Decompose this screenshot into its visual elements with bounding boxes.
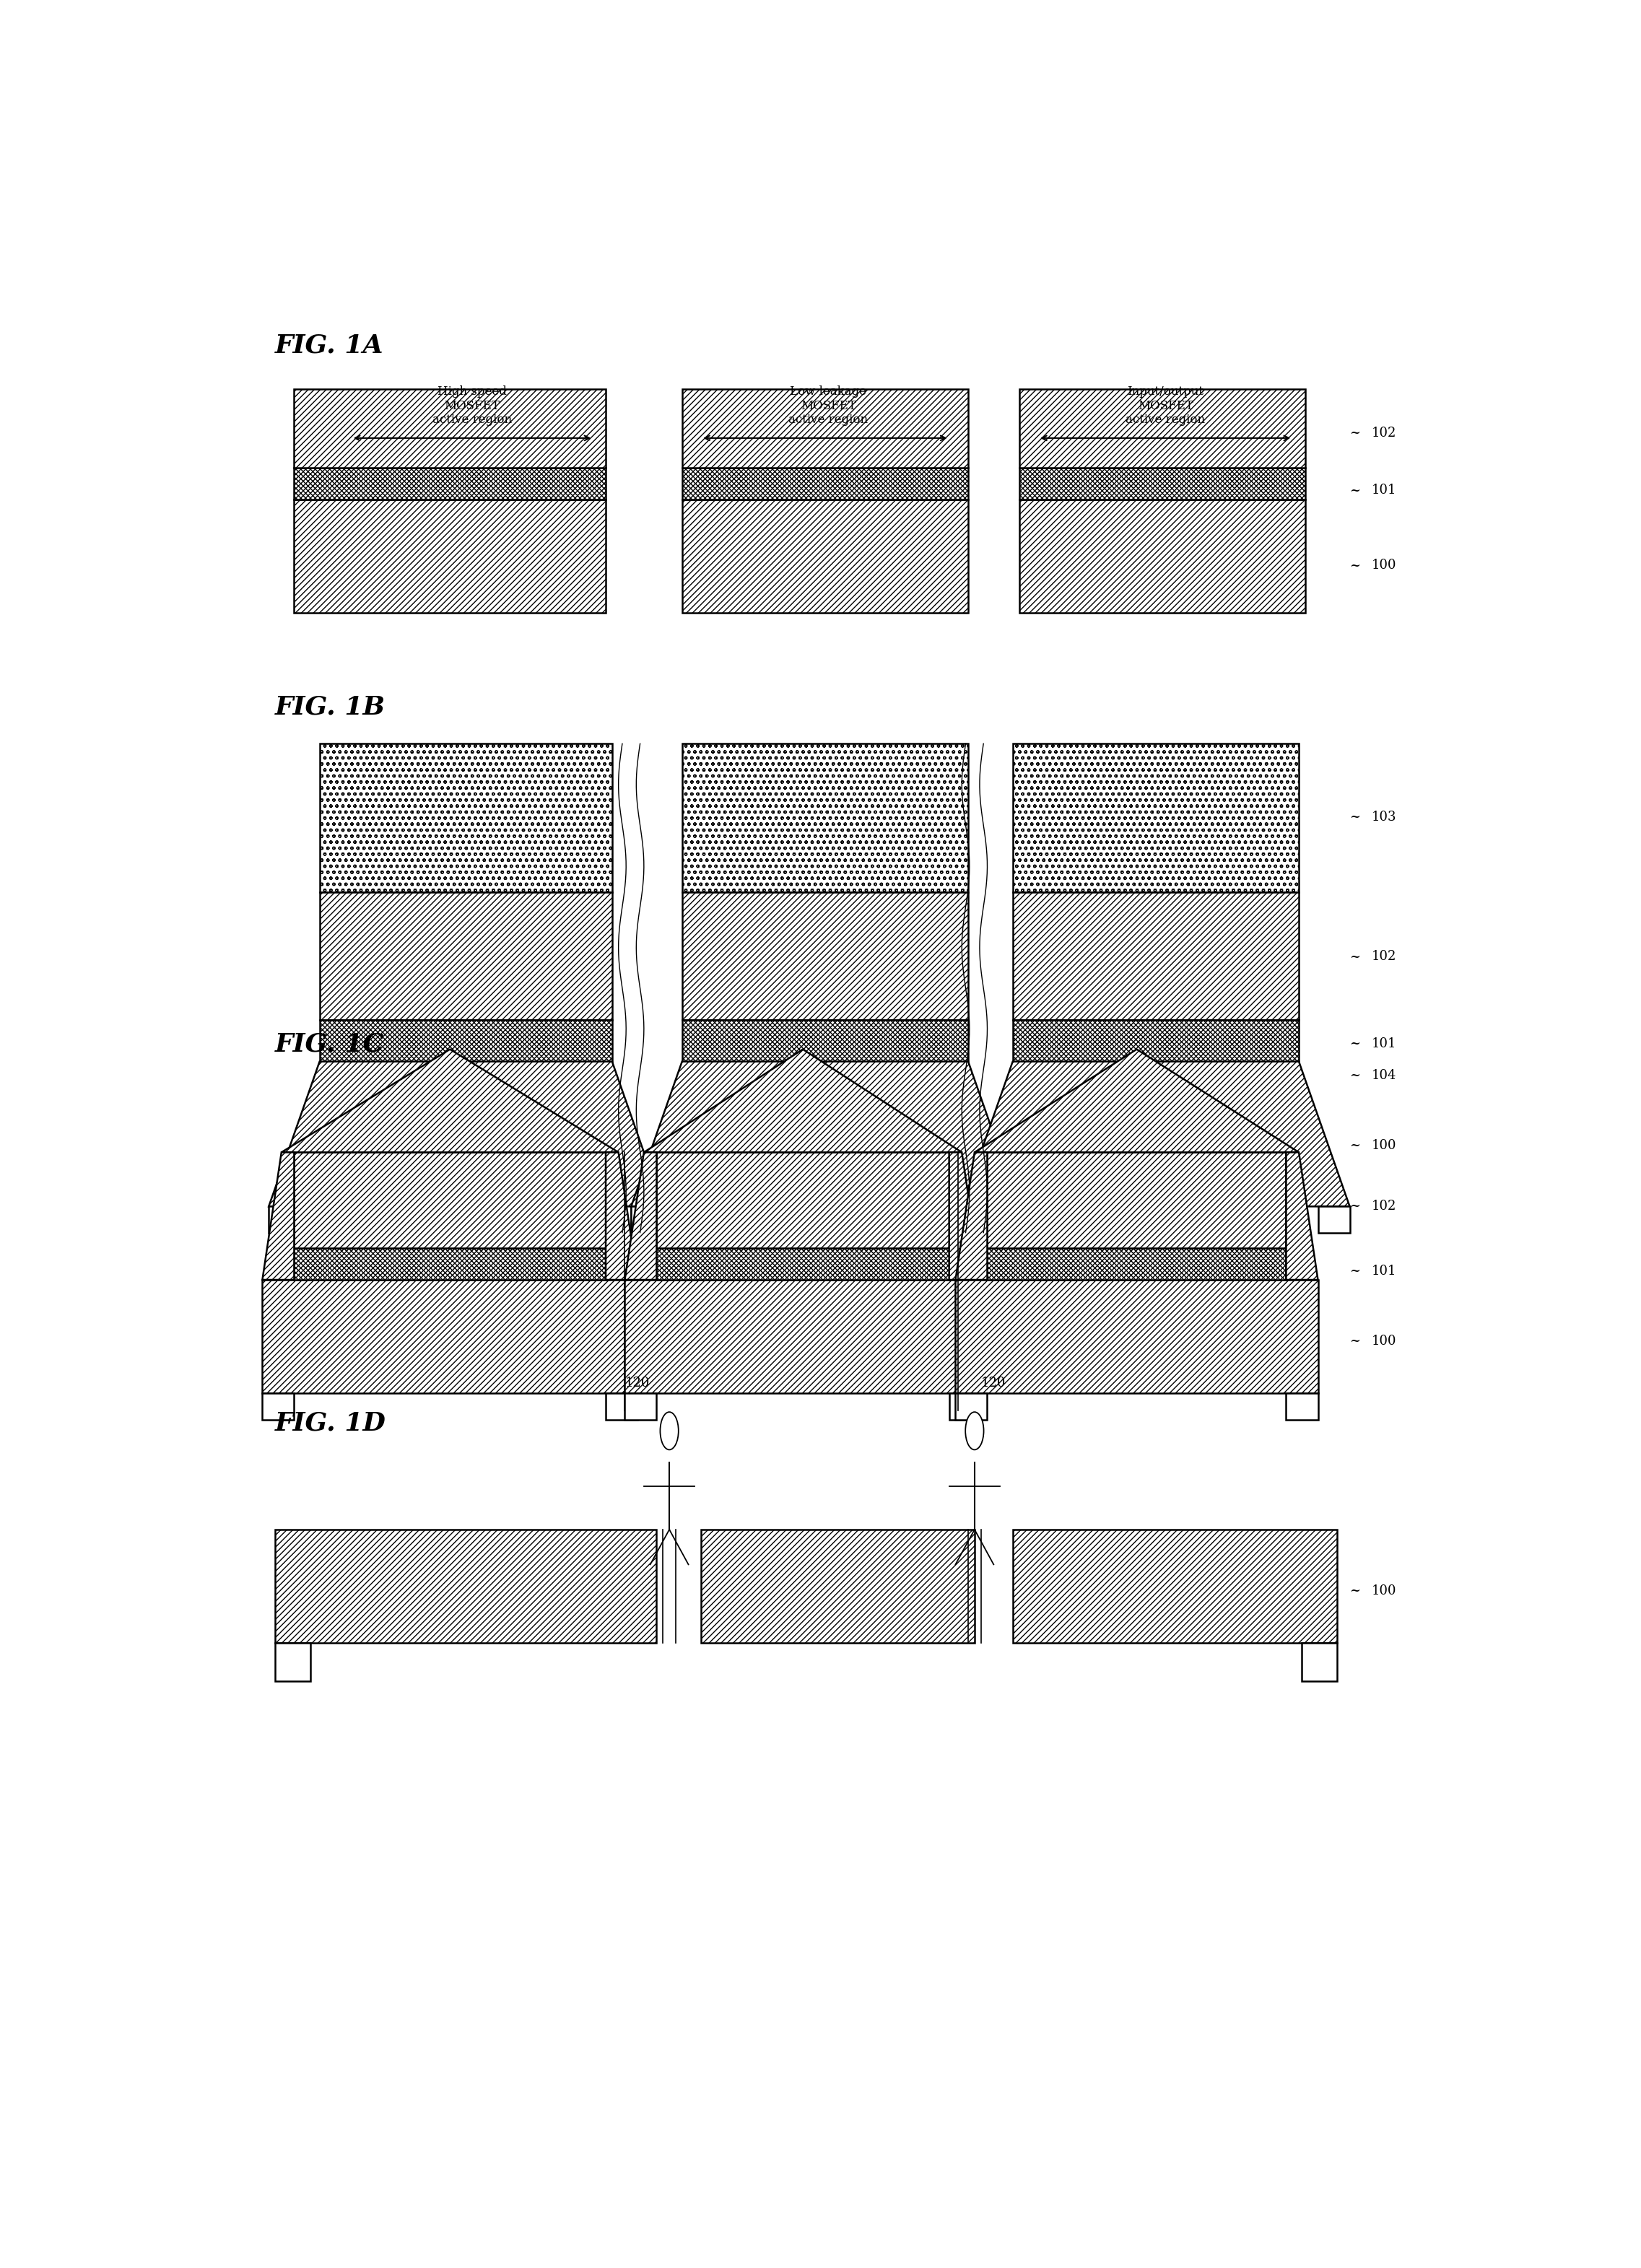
Bar xyxy=(632,1207,663,1234)
Text: ~: ~ xyxy=(1349,1139,1360,1152)
Polygon shape xyxy=(269,1061,663,1207)
Polygon shape xyxy=(1287,1152,1318,1279)
Text: ~: ~ xyxy=(1349,1068,1360,1082)
Text: ~: ~ xyxy=(1349,558,1360,572)
Polygon shape xyxy=(606,1152,638,1279)
Bar xyxy=(1012,1529,1337,1642)
Bar xyxy=(656,1247,948,1279)
Text: FIG. 1A: FIG. 1A xyxy=(276,333,384,358)
Text: 100: 100 xyxy=(1372,1583,1396,1597)
Bar xyxy=(294,1152,606,1247)
Bar xyxy=(1287,1393,1318,1420)
Bar xyxy=(1012,891,1300,1021)
Text: 101: 101 xyxy=(1372,1036,1396,1050)
Text: 102: 102 xyxy=(1372,426,1396,440)
Bar xyxy=(606,1393,638,1420)
Polygon shape xyxy=(955,1152,988,1279)
Ellipse shape xyxy=(660,1413,678,1449)
Text: 120: 120 xyxy=(981,1377,1006,1390)
Text: 101: 101 xyxy=(1372,483,1396,497)
Bar xyxy=(988,1152,1287,1247)
Bar xyxy=(632,1207,663,1234)
Text: ~: ~ xyxy=(1349,483,1360,497)
Bar xyxy=(1012,1021,1300,1061)
Text: ~: ~ xyxy=(1349,810,1360,823)
Bar xyxy=(294,499,606,612)
Text: ~: ~ xyxy=(1349,1200,1360,1213)
Text: ~: ~ xyxy=(1349,1583,1360,1597)
Bar xyxy=(683,891,968,1021)
Bar xyxy=(948,1393,981,1420)
Bar xyxy=(276,1642,310,1681)
Polygon shape xyxy=(975,1050,1300,1152)
Bar xyxy=(683,499,968,612)
Polygon shape xyxy=(643,1050,962,1152)
Text: 101: 101 xyxy=(1372,1266,1396,1277)
Text: ~: ~ xyxy=(1349,950,1360,964)
Bar xyxy=(1012,744,1300,891)
Bar xyxy=(320,744,612,891)
Bar xyxy=(269,1207,300,1234)
Text: 120: 120 xyxy=(625,1377,650,1390)
Polygon shape xyxy=(948,1152,981,1279)
Bar xyxy=(683,1021,968,1061)
Text: Low leakage
MOSFET
active region: Low leakage MOSFET active region xyxy=(789,386,868,426)
Polygon shape xyxy=(632,1061,1019,1207)
Text: 100: 100 xyxy=(1372,1139,1396,1152)
Bar xyxy=(955,1393,988,1420)
Text: 104: 104 xyxy=(1372,1068,1396,1082)
Bar xyxy=(276,1529,656,1642)
Bar xyxy=(683,744,968,891)
Text: 100: 100 xyxy=(1372,1334,1396,1347)
Bar xyxy=(988,1247,1287,1279)
Text: 102: 102 xyxy=(1372,1200,1396,1213)
Bar xyxy=(263,1279,638,1393)
Bar xyxy=(294,1247,606,1279)
Bar xyxy=(1318,1207,1349,1234)
Bar xyxy=(1019,390,1305,467)
Bar xyxy=(294,467,606,499)
Bar xyxy=(625,1393,656,1420)
Text: 102: 102 xyxy=(1372,950,1396,964)
Text: High speed
MOSFET
active region: High speed MOSFET active region xyxy=(433,386,512,426)
Bar xyxy=(320,1021,612,1061)
Polygon shape xyxy=(962,1061,1349,1207)
Text: ~: ~ xyxy=(1349,1266,1360,1277)
Text: FIG. 1D: FIG. 1D xyxy=(276,1411,386,1436)
Bar xyxy=(701,1529,975,1642)
Bar xyxy=(263,1393,294,1420)
Bar xyxy=(962,1207,994,1234)
Bar xyxy=(988,1207,1019,1234)
Bar xyxy=(1019,467,1305,499)
Bar xyxy=(656,1152,948,1247)
Bar xyxy=(1019,499,1305,612)
Text: Input/output
MOSFET
active region: Input/output MOSFET active region xyxy=(1126,386,1204,426)
Ellipse shape xyxy=(965,1413,983,1449)
Text: FIG. 1C: FIG. 1C xyxy=(276,1032,384,1057)
Polygon shape xyxy=(625,1152,656,1279)
Text: ~: ~ xyxy=(1349,1036,1360,1050)
Text: FIG. 1B: FIG. 1B xyxy=(276,694,386,719)
Bar xyxy=(625,1279,981,1393)
Text: 103: 103 xyxy=(1372,810,1396,823)
Text: 100: 100 xyxy=(1372,558,1396,572)
Bar xyxy=(320,891,612,1021)
Text: ~: ~ xyxy=(1349,426,1360,440)
Polygon shape xyxy=(263,1152,294,1279)
Bar xyxy=(683,467,968,499)
Bar xyxy=(955,1279,1318,1393)
Bar xyxy=(1301,1642,1337,1681)
Polygon shape xyxy=(282,1050,619,1152)
Bar xyxy=(294,390,606,467)
Text: ~: ~ xyxy=(1349,1334,1360,1347)
Bar xyxy=(683,390,968,467)
